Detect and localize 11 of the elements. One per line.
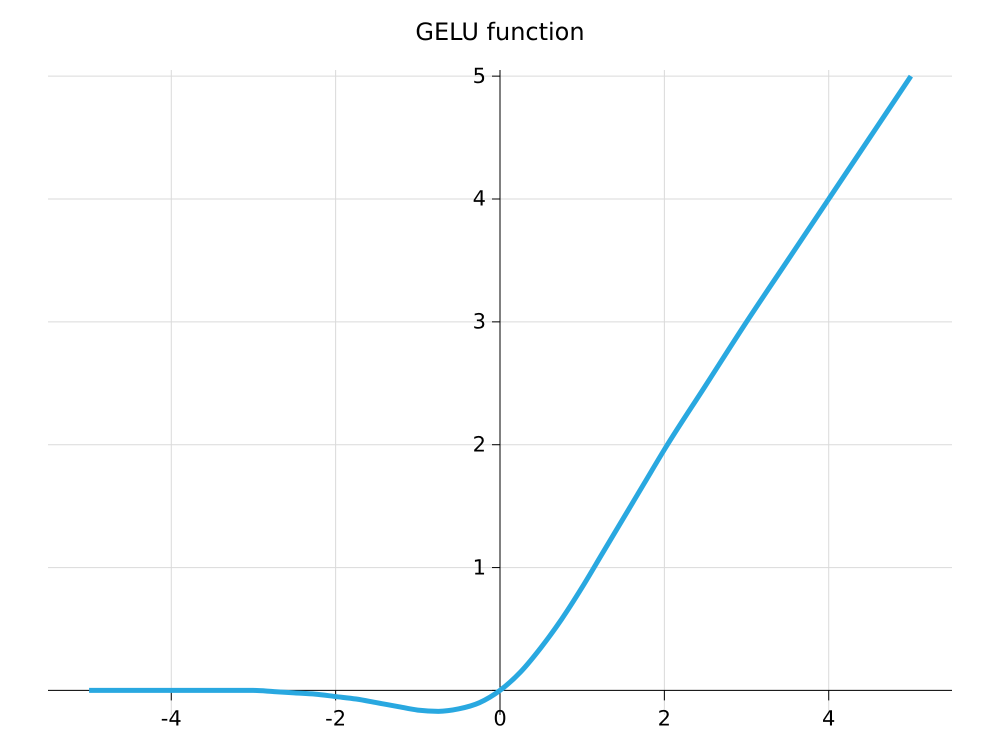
chart-title: GELU function: [415, 18, 585, 46]
x-tick-label: 4: [822, 706, 836, 730]
x-tick-label: -4: [160, 706, 182, 730]
y-tick-label: 1: [472, 555, 486, 580]
x-tick-label: 0: [493, 706, 507, 730]
y-tick-label: 5: [472, 64, 486, 88]
x-tick-label: 2: [658, 706, 672, 730]
y-tick-label: 4: [472, 186, 486, 211]
y-tick-label: 3: [472, 310, 486, 334]
x-tick-label: -2: [325, 706, 346, 730]
y-tick-label: 2: [472, 432, 486, 456]
